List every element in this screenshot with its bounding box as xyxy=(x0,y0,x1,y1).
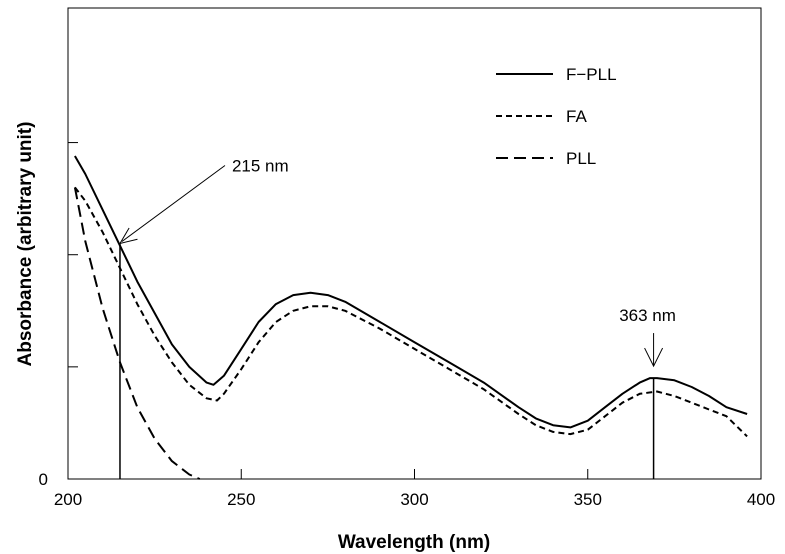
x-tick-label: 300 xyxy=(400,490,428,509)
legend-label: F−PLL xyxy=(566,65,617,84)
series-lines xyxy=(73,155,748,480)
y-axis-title: Absorbance (arbitrary unit) xyxy=(15,122,36,367)
annotation-arrow-head xyxy=(118,227,138,245)
legend: F−PLL FA PLL xyxy=(496,65,617,168)
annotation-label: 215 nm xyxy=(232,157,289,176)
series-line-3 xyxy=(73,187,201,480)
series-line-1 xyxy=(74,155,748,429)
y-tick-label: 0 xyxy=(39,470,48,489)
x-axis-ticks: 200 250 300 350 400 xyxy=(54,469,775,509)
x-tick-label: 400 xyxy=(747,490,775,509)
y-axis-ticks: 0 xyxy=(39,142,78,489)
x-tick-label: 350 xyxy=(574,490,602,509)
annotation-arrow-head xyxy=(644,347,664,368)
legend-label: PLL xyxy=(566,149,596,168)
series-line-2 xyxy=(74,186,748,438)
annotation-arrow-shaft xyxy=(121,165,226,242)
annotation-label: 363 nm xyxy=(619,306,676,325)
x-tick-label: 200 xyxy=(54,490,82,509)
x-tick-label: 250 xyxy=(227,490,255,509)
annotations: 215 nm 363 nm xyxy=(118,157,676,368)
plot-frame xyxy=(67,7,762,480)
legend-label: FA xyxy=(566,107,587,126)
annotation-drop-lines xyxy=(119,243,655,479)
x-axis-title: Wavelength (nm) xyxy=(338,532,490,553)
